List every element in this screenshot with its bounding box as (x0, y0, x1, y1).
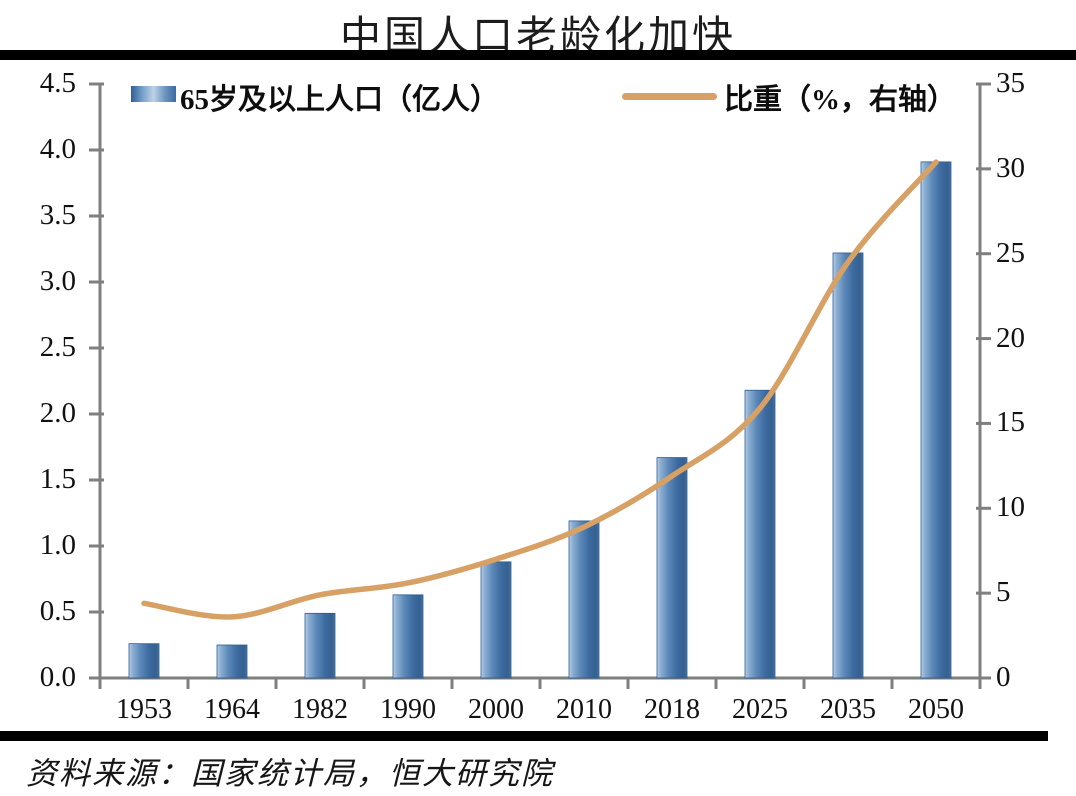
bar-1982 (304, 612, 336, 679)
left-axis-tick-label: 3.5 (39, 199, 76, 231)
bar-1953 (128, 643, 160, 679)
x-axis-label-2010: 2010 (556, 694, 612, 725)
bar-2025 (744, 389, 776, 679)
x-axis-label-2018: 2018 (644, 694, 700, 725)
bar-2035 (832, 252, 864, 679)
left-axis-tick-label: 3.0 (39, 265, 76, 297)
left-axis-tick-label: 0.0 (39, 661, 76, 693)
legend-bar-label: 65岁及以上人口（亿人） (180, 84, 500, 116)
x-axis-label-1990: 1990 (380, 694, 436, 725)
right-axis-tick-label: 10 (996, 491, 1025, 524)
ratio-line (141, 159, 939, 620)
title-divider-rule (0, 50, 1076, 60)
left-axis-tick-label: 2.5 (39, 331, 76, 363)
bar-2018 (656, 457, 688, 679)
bar-series (128, 161, 952, 679)
left-axis-tick-label: 2.0 (39, 397, 76, 429)
right-axis-tick-label: 5 (996, 576, 1011, 609)
right-axis-tick-label: 15 (996, 406, 1025, 439)
footer-divider-rule (0, 731, 1048, 741)
x-axis-label-2035: 2035 (820, 694, 876, 725)
legend-bar-swatch-icon (131, 86, 176, 102)
right-axis-tick-label: 25 (996, 236, 1025, 269)
bar-2050 (920, 161, 952, 679)
legend-line-label: 比重（%，右轴） (724, 84, 957, 116)
bar-2000 (480, 561, 512, 679)
x-axis-label-2025: 2025 (732, 694, 788, 725)
left-axis-tick-label: 0.5 (39, 595, 76, 627)
x-axis-label-2050: 2050 (908, 694, 964, 725)
right-axis-tick-label: 0 (996, 661, 1011, 693)
x-axis-label-1982: 1982 (292, 694, 348, 725)
right-axis-tick-label: 30 (996, 151, 1025, 184)
left-axis-tick-label: 1.5 (39, 463, 76, 495)
x-axis-label-1953: 1953 (116, 694, 172, 725)
source-note: 资料来源：国家统计局，恒大研究院 (26, 756, 554, 791)
left-axis-tick-label: 4.0 (39, 133, 76, 165)
x-axis-label-1964: 1964 (204, 694, 260, 725)
right-axis-tick-label: 35 (996, 67, 1025, 99)
legend-line-swatch-icon (622, 93, 717, 100)
right-axis-tick-label: 20 (996, 321, 1025, 354)
left-axis-tick-label: 4.5 (39, 67, 76, 99)
bar-2010 (568, 520, 600, 679)
left-axis-tick-label: 1.0 (39, 529, 76, 561)
line-series (141, 159, 939, 620)
bar-1990 (392, 594, 424, 679)
bar-1964 (216, 644, 248, 679)
x-axis-label-2000: 2000 (468, 694, 524, 725)
